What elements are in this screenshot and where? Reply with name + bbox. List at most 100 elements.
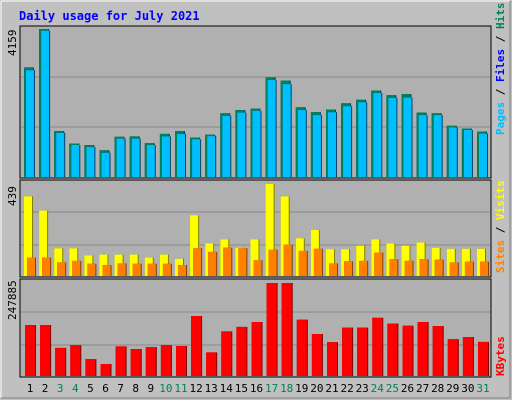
bar-files-day-20 <box>312 115 321 177</box>
bar-sites-day-10 <box>162 263 171 276</box>
bar-kbytes-day-21 <box>327 342 337 376</box>
bar-visits-day-16 <box>250 239 259 276</box>
bar-kbytes-day-30 <box>462 337 473 376</box>
bar-files-day-14 <box>222 115 231 177</box>
bar-files-day-8 <box>131 138 140 177</box>
bar-sites-day-6 <box>102 265 111 276</box>
bar-sites-day-25 <box>389 259 398 276</box>
bar-kbytes-day-11 <box>176 346 186 376</box>
bar-sites-day-18 <box>283 244 292 276</box>
bar-sites-day-4 <box>72 260 81 276</box>
chart-title: Daily usage for July 2021 <box>19 9 200 23</box>
day-label-23: 23 <box>356 382 369 395</box>
day-label-6: 6 <box>102 382 109 395</box>
bar-files-day-4 <box>71 145 80 177</box>
bar-visits-day-21 <box>326 249 334 276</box>
bar-files-day-3 <box>56 132 65 177</box>
bar-files-day-21 <box>328 112 336 177</box>
bar-sites-day-24 <box>374 252 383 276</box>
day-label-11: 11 <box>174 382 187 395</box>
bar-kbytes-day-2 <box>40 325 51 376</box>
legend-files: Files <box>494 49 507 82</box>
max-label-visits: 439 <box>6 186 19 206</box>
day-label-2: 2 <box>42 382 49 395</box>
bar-files-day-24 <box>373 93 382 177</box>
bar-kbytes-day-16 <box>251 322 262 376</box>
day-label-3: 3 <box>57 382 64 395</box>
bar-files-day-7 <box>116 138 125 177</box>
bar-files-day-29 <box>448 127 457 177</box>
legend-pages: Pages <box>494 102 507 135</box>
bar-sites-day-19 <box>298 250 307 276</box>
bar-sites-day-28 <box>434 259 443 276</box>
bar-files-day-28 <box>433 115 442 177</box>
bar-files-day-5 <box>86 147 95 177</box>
legend-visits: Visits <box>494 180 507 220</box>
day-label-15: 15 <box>235 382 248 395</box>
day-label-25: 25 <box>386 382 399 395</box>
max-label-hits: 4159 <box>6 30 19 57</box>
bar-visits-day-17 <box>265 184 274 276</box>
bars-layer <box>24 29 489 376</box>
day-label-18: 18 <box>280 382 293 395</box>
bar-files-day-25 <box>388 98 397 177</box>
bar-visits-day-2 <box>39 210 48 276</box>
bar-sites-day-11 <box>178 265 186 276</box>
day-label-4: 4 <box>72 382 79 395</box>
bar-kbytes-day-25 <box>387 323 398 376</box>
bar-files-day-19 <box>297 110 306 177</box>
day-label-31: 31 <box>476 382 489 395</box>
bar-sites-day-7 <box>117 263 126 276</box>
bar-sites-day-16 <box>253 260 262 276</box>
bar-files-day-15 <box>237 112 246 177</box>
legend-sep-3: / <box>494 220 507 240</box>
bar-sites-day-13 <box>208 251 217 276</box>
legend-hits: Hits <box>494 3 507 30</box>
day-label-13: 13 <box>205 382 218 395</box>
bar-files-day-9 <box>146 145 155 177</box>
bar-kbytes-day-4 <box>70 345 81 376</box>
bar-kbytes-day-13 <box>206 352 217 376</box>
bar-visits-day-26 <box>401 245 410 276</box>
bar-files-day-23 <box>358 102 367 177</box>
bar-visits-day-1 <box>24 196 32 276</box>
bar-sites-day-31 <box>480 261 488 276</box>
bar-sites-day-5 <box>87 263 96 276</box>
legend-sep-2: / <box>494 29 507 49</box>
bar-kbytes-day-26 <box>402 325 413 376</box>
bar-sites-day-29 <box>449 262 458 276</box>
bar-sites-day-30 <box>464 261 473 276</box>
bar-kbytes-day-17 <box>266 283 277 376</box>
day-label-29: 29 <box>446 382 459 395</box>
bar-sites-day-27 <box>419 259 428 276</box>
bar-kbytes-day-24 <box>372 317 383 376</box>
day-label-21: 21 <box>325 382 338 395</box>
bar-kbytes-day-22 <box>342 327 353 376</box>
legend-hits-files: Pages / Files / Hits <box>494 3 507 136</box>
bar-kbytes-day-28 <box>432 326 443 376</box>
bar-kbytes-day-23 <box>357 327 368 376</box>
day-label-28: 28 <box>431 382 444 395</box>
bar-kbytes-day-31 <box>478 341 488 376</box>
bar-files-day-27 <box>418 115 427 177</box>
bar-kbytes-day-18 <box>281 283 292 376</box>
legend-sites: Sites <box>494 240 507 273</box>
bar-visits-day-12 <box>190 215 199 276</box>
bar-files-day-17 <box>267 79 276 177</box>
bar-files-day-1 <box>26 70 34 177</box>
day-label-5: 5 <box>87 382 94 395</box>
bar-sites-day-17 <box>268 249 277 276</box>
bar-sites-day-2 <box>42 257 51 276</box>
bar-kbytes-day-14 <box>221 331 232 376</box>
day-label-27: 27 <box>416 382 429 395</box>
bar-kbytes-day-6 <box>100 364 111 376</box>
bar-kbytes-day-5 <box>85 359 96 376</box>
max-label-kbytes: 247885 <box>6 280 19 320</box>
day-label-9: 9 <box>147 382 154 395</box>
bar-kbytes-day-12 <box>191 316 202 376</box>
bar-sites-day-1 <box>27 257 35 276</box>
bar-sites-day-14 <box>223 247 232 276</box>
day-label-17: 17 <box>265 382 278 395</box>
bar-visits-day-3 <box>54 248 63 276</box>
